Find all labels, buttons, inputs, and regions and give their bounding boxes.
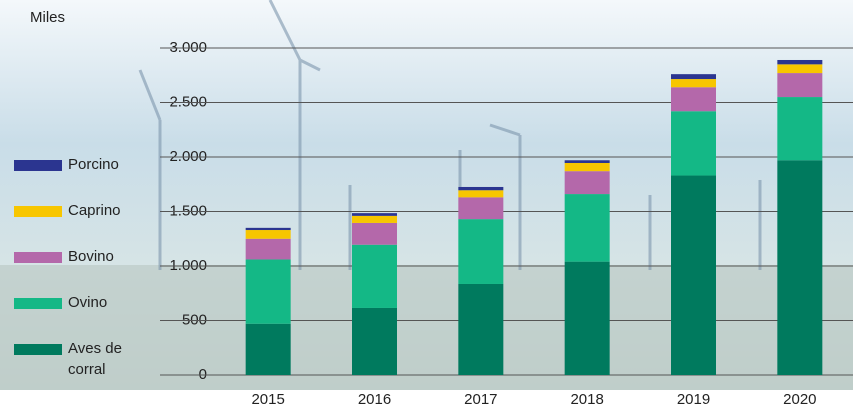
bar-segment — [352, 213, 397, 216]
bar-segment — [245, 238, 291, 260]
bar-segment — [564, 162, 610, 172]
legend-label: Bovino — [68, 248, 114, 265]
bar-segment — [458, 283, 504, 375]
bar-segment — [777, 160, 823, 375]
x-tick-label: 2020 — [783, 391, 816, 408]
legend-item: Caprino — [14, 202, 146, 221]
y-tick-label: 2.000 — [169, 148, 207, 165]
bar-segment — [458, 219, 504, 284]
bar-segment — [245, 259, 291, 324]
bar-segment — [777, 97, 823, 161]
legend-swatch — [14, 206, 62, 217]
bar-segment — [352, 215, 397, 223]
legend-item: Porcino — [14, 156, 146, 175]
bar-segment — [352, 307, 397, 375]
bar-segment — [564, 171, 610, 195]
y-tick-label: 1.000 — [169, 257, 207, 274]
bar-segment — [352, 244, 397, 308]
bar-segment — [777, 64, 823, 74]
x-tick-label: 2015 — [251, 391, 284, 408]
bar-segment — [671, 87, 716, 112]
legend-label: Ovino — [68, 294, 108, 311]
bar-segment — [564, 194, 610, 262]
bar-segment — [671, 111, 716, 176]
bar-segment — [245, 230, 291, 239]
bar-segment — [671, 79, 716, 88]
y-tick-label: 2.500 — [169, 93, 207, 110]
y-tick-label: 500 — [182, 311, 207, 328]
legend-label: Caprino — [68, 202, 121, 219]
legend-swatch — [14, 160, 62, 171]
bar-segment — [564, 160, 610, 163]
x-tick-label: 2016 — [358, 391, 391, 408]
x-tick-label: 2017 — [464, 391, 497, 408]
legend-swatch — [14, 344, 62, 355]
legend-label: Porcino — [68, 156, 119, 173]
y-tick-label: 1.500 — [169, 202, 207, 219]
bar-segment — [352, 222, 397, 245]
y-tick-label: 0 — [199, 366, 207, 383]
legend-item: Bovino — [14, 248, 146, 267]
legend-swatch — [14, 298, 62, 309]
bar-segment — [458, 197, 504, 220]
bar-segment — [458, 190, 504, 198]
legend-item: Ovino — [14, 294, 146, 313]
y-tick-label: 3.000 — [169, 39, 207, 56]
legend-label: Aves de corral — [68, 340, 122, 378]
y-axis-label: Miles — [30, 9, 65, 26]
bar-segment — [458, 186, 504, 191]
bar-segment — [564, 261, 610, 375]
legend-item: Aves de corral — [14, 340, 146, 380]
legend-swatch — [14, 252, 62, 263]
x-tick-label: 2018 — [570, 391, 603, 408]
bar-segment — [777, 59, 823, 65]
bar-segment — [245, 323, 291, 375]
bar-segment — [777, 73, 823, 98]
bar-segment — [245, 227, 291, 231]
x-tick-label: 2019 — [677, 391, 710, 408]
footer-band — [0, 390, 853, 410]
bar-segment — [671, 175, 716, 375]
bar-segment — [671, 74, 716, 80]
